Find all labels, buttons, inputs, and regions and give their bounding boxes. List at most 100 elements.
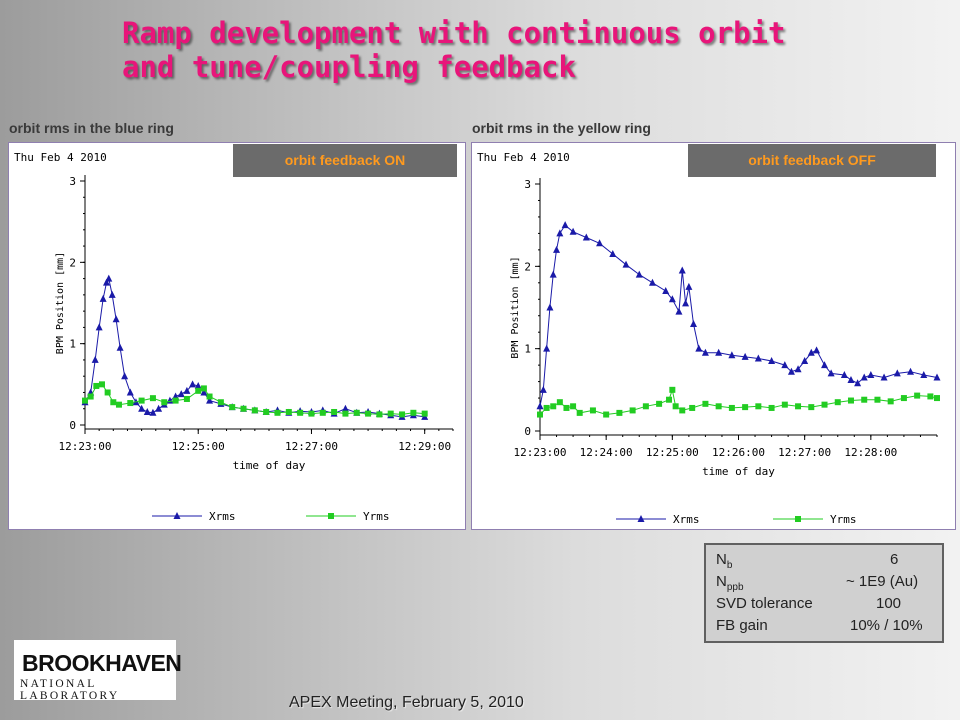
yrms-point bbox=[834, 399, 841, 406]
x-tick-label: 12:26:00 bbox=[712, 446, 765, 459]
xrms-point bbox=[536, 402, 544, 410]
blue-ring-label: orbit rms in the blue ring bbox=[9, 120, 174, 136]
legend-yrms-marker bbox=[795, 516, 801, 522]
y-tick-label: 3 bbox=[69, 175, 76, 188]
xrms-point bbox=[200, 388, 208, 396]
legend-xrms-marker bbox=[637, 515, 645, 522]
yrms-point bbox=[768, 404, 775, 411]
yrms-point bbox=[387, 410, 394, 417]
y-axis-label: BPM Position [mm] bbox=[55, 252, 66, 354]
svd-value: 100 bbox=[876, 595, 902, 612]
xrms-point bbox=[701, 348, 709, 356]
xrms-point bbox=[108, 290, 116, 298]
yrms-point bbox=[781, 401, 788, 408]
x-axis-label: time of day bbox=[702, 465, 775, 478]
yrms-point bbox=[616, 409, 623, 416]
yrms-point bbox=[104, 389, 111, 396]
chart-date: Thu Feb 4 2010 bbox=[14, 151, 107, 164]
yrms-point bbox=[195, 387, 202, 394]
xrms-point bbox=[189, 380, 197, 388]
legend-xrms-label: Xrms bbox=[209, 510, 236, 523]
yrms-point bbox=[742, 404, 749, 411]
yrms-point bbox=[342, 410, 349, 417]
slide-title: Ramp development with continuous orbit a… bbox=[122, 16, 882, 84]
fb-row: FB gain 10% / 10% bbox=[716, 615, 942, 637]
xrms-point bbox=[582, 233, 590, 241]
yrms-point bbox=[603, 411, 610, 418]
xrms-point bbox=[662, 287, 670, 295]
yrms-point bbox=[161, 399, 168, 406]
xrms-point bbox=[183, 386, 191, 394]
nppb-label: N bbox=[716, 573, 727, 590]
title-line-1: Ramp development with continuous orbit bbox=[122, 16, 786, 50]
xrms-point bbox=[668, 295, 676, 303]
legend-yrms-label: Yrms bbox=[830, 513, 857, 526]
xrms-point bbox=[801, 357, 809, 365]
xrms-point bbox=[690, 319, 698, 327]
xrms-point bbox=[341, 404, 349, 412]
logo-line-2: NATIONAL LABORATORY bbox=[20, 678, 120, 702]
xrms-point bbox=[920, 371, 928, 379]
logo-line-1: BROOKHAVEN bbox=[22, 650, 182, 676]
x-tick-label: 12:23:00 bbox=[514, 446, 567, 459]
xrms-point bbox=[880, 373, 888, 381]
feedback-off-badge: orbit feedback OFF bbox=[688, 144, 936, 177]
xrms-point bbox=[675, 307, 683, 315]
y-tick-label: 0 bbox=[69, 419, 76, 432]
xrms-point bbox=[854, 379, 862, 387]
xrms-point bbox=[821, 361, 829, 369]
x-tick-label: 12:25:00 bbox=[172, 440, 225, 453]
x-tick-label: 12:29:00 bbox=[398, 440, 451, 453]
x-tick-label: 12:25:00 bbox=[646, 446, 699, 459]
feedback-on-badge: orbit feedback ON bbox=[233, 144, 457, 177]
yrms-point bbox=[847, 397, 854, 404]
yrms-point bbox=[421, 410, 428, 417]
yrms-point bbox=[563, 404, 570, 411]
xrms-point bbox=[546, 303, 554, 311]
xrms-point bbox=[827, 369, 835, 377]
xrms-point bbox=[95, 323, 103, 331]
xrms-point bbox=[715, 348, 723, 356]
yrms-point bbox=[331, 408, 338, 415]
title-line-2: and tune/coupling feedback bbox=[122, 50, 576, 84]
yrms-point bbox=[319, 409, 326, 416]
yrms-point bbox=[399, 411, 406, 418]
xrms-point bbox=[933, 373, 941, 381]
yrms-point bbox=[149, 395, 156, 402]
yrms-point bbox=[110, 399, 117, 406]
yrms-point bbox=[115, 401, 122, 408]
xrms-point bbox=[893, 369, 901, 377]
fb-value: 10% / 10% bbox=[850, 617, 923, 634]
yrms-point bbox=[861, 396, 868, 403]
yrms-point bbox=[127, 400, 134, 407]
xrms-point bbox=[787, 367, 795, 375]
yrms-point bbox=[297, 409, 304, 416]
yrms-point bbox=[669, 386, 676, 393]
yrms-point bbox=[679, 407, 686, 414]
yrms-point bbox=[240, 405, 247, 412]
xrms-point bbox=[194, 381, 202, 389]
yrms-point bbox=[285, 408, 292, 415]
bnl-logo: BROOKHAVEN NATIONAL LABORATORY bbox=[14, 640, 182, 702]
xrms-point bbox=[105, 274, 113, 282]
yrms-point bbox=[353, 409, 360, 416]
xrms-point bbox=[126, 388, 134, 396]
yrms-point bbox=[550, 403, 557, 410]
xrms-point bbox=[685, 282, 693, 290]
x-tick-label: 12:28:00 bbox=[844, 446, 897, 459]
yrms-point bbox=[365, 410, 372, 417]
xrms-point bbox=[166, 396, 174, 404]
xrms-point bbox=[622, 260, 630, 268]
xrms-point bbox=[149, 408, 157, 416]
fb-label: FB gain bbox=[716, 617, 768, 634]
yrms-point bbox=[87, 393, 94, 400]
y-tick-label: 1 bbox=[524, 343, 531, 356]
xrms-point bbox=[553, 245, 561, 253]
xrms-point bbox=[138, 404, 146, 412]
xrms-point bbox=[648, 278, 656, 286]
xrms-point bbox=[143, 407, 151, 415]
x-axis-label: time of day bbox=[233, 459, 306, 472]
xrms-point bbox=[728, 351, 736, 359]
yrms-point bbox=[206, 393, 213, 400]
nppb-value: ~ 1E9 (Au) bbox=[846, 573, 919, 590]
